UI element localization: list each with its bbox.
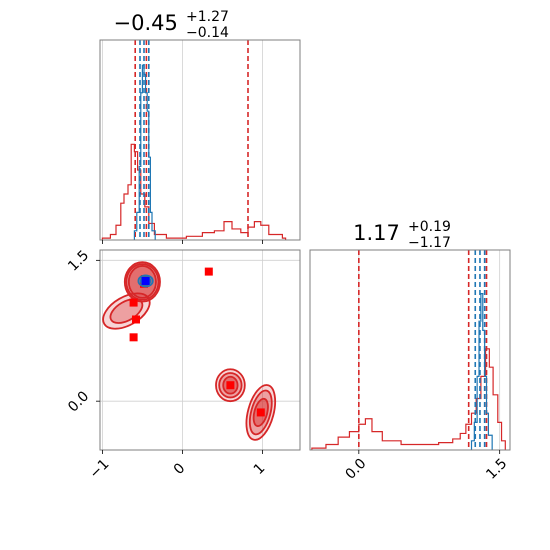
title-var2-lower-error: −1.17 bbox=[408, 235, 451, 251]
hist1-frame bbox=[99, 39, 301, 241]
joint-plot-area bbox=[102, 261, 277, 524]
joint-series-0-point-3 bbox=[129, 333, 138, 342]
joint-series-1-point-0 bbox=[141, 276, 150, 285]
title-var1-upper-error: +1.27 bbox=[186, 9, 229, 25]
histogram-panel-var2: 0.0 1.5 bbox=[309, 249, 511, 483]
joint-x-tick-label-0: −1 bbox=[87, 456, 113, 482]
joint-series-0-point-6 bbox=[256, 408, 265, 417]
joint-y-tick-label-0: 0.0 bbox=[65, 388, 92, 415]
title-var2-upper-error: +0.19 bbox=[408, 219, 451, 235]
title-var2: 1.17 +0.19 −1.17 bbox=[353, 216, 456, 251]
histogram-panel-var1 bbox=[99, 39, 301, 244]
joint-x-tick-label-1: 0 bbox=[171, 460, 189, 478]
hist2-frame bbox=[309, 249, 511, 451]
hist2-x-tick-label-1: 1.5 bbox=[483, 456, 510, 483]
hist2-plot-area bbox=[311, 250, 506, 450]
hist1-series-0-step bbox=[101, 143, 287, 240]
joint-series-0-point-2 bbox=[132, 315, 140, 324]
joint-series-0-point-4 bbox=[204, 267, 213, 276]
joint-series-0-cluster-4-contour-1 bbox=[198, 454, 204, 462]
title-var1-lower-error: −0.14 bbox=[186, 25, 229, 41]
joint-y-tick-label-1: 1.5 bbox=[65, 248, 92, 275]
hist2-series-0-step bbox=[311, 348, 506, 450]
hist2-x-tick-label-0: 0.0 bbox=[342, 456, 369, 483]
hist1-plot-area bbox=[101, 40, 287, 240]
title-var2-value: 1.17 bbox=[353, 221, 400, 245]
joint-x-tick-label-2: 1 bbox=[251, 460, 269, 478]
joint-series-0-point-8 bbox=[158, 516, 166, 524]
joint-frame bbox=[99, 249, 301, 451]
title-var1-value: −0.45 bbox=[114, 11, 178, 35]
joint-series-0-point-5 bbox=[226, 381, 235, 390]
joint-series-0-point-7 bbox=[198, 454, 206, 462]
joint-series-0-point-1 bbox=[129, 298, 138, 307]
joint-distribution-panel: −1 0 1 0.0 1.5 bbox=[65, 248, 301, 524]
title-var1: −0.45 +1.27 −0.14 bbox=[114, 6, 234, 41]
joint-series-0-cluster-4-contour-0 bbox=[196, 452, 207, 463]
